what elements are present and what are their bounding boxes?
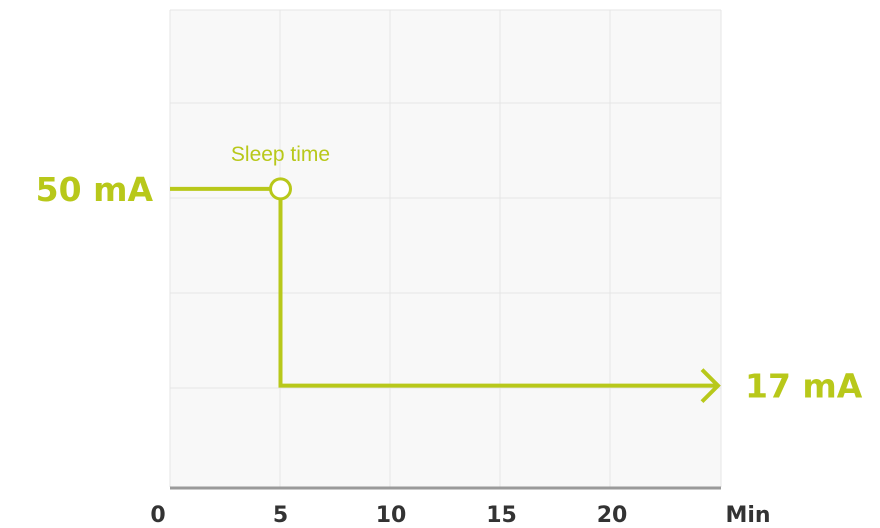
grid xyxy=(169,9,722,487)
x-tick-label: 15 xyxy=(486,503,517,528)
sleep-time-marker xyxy=(269,177,292,201)
x-tick-label: 20 xyxy=(597,503,628,528)
series-line-current xyxy=(170,186,718,388)
x-tick-label: 5 xyxy=(273,503,288,528)
x-tick-label: 0 xyxy=(150,503,165,528)
x-tick-labels: 0 5 10 15 20 xyxy=(150,503,627,528)
start-value-label: 50 mA xyxy=(36,170,154,209)
sleep-time-annotation: Sleep time xyxy=(231,143,330,166)
plot-area xyxy=(170,10,721,487)
series-end-arrowhead xyxy=(700,368,721,404)
end-value-label: 17 mA xyxy=(745,367,863,406)
x-tick-label: 10 xyxy=(376,503,407,528)
x-unit-label: Min xyxy=(725,503,770,528)
